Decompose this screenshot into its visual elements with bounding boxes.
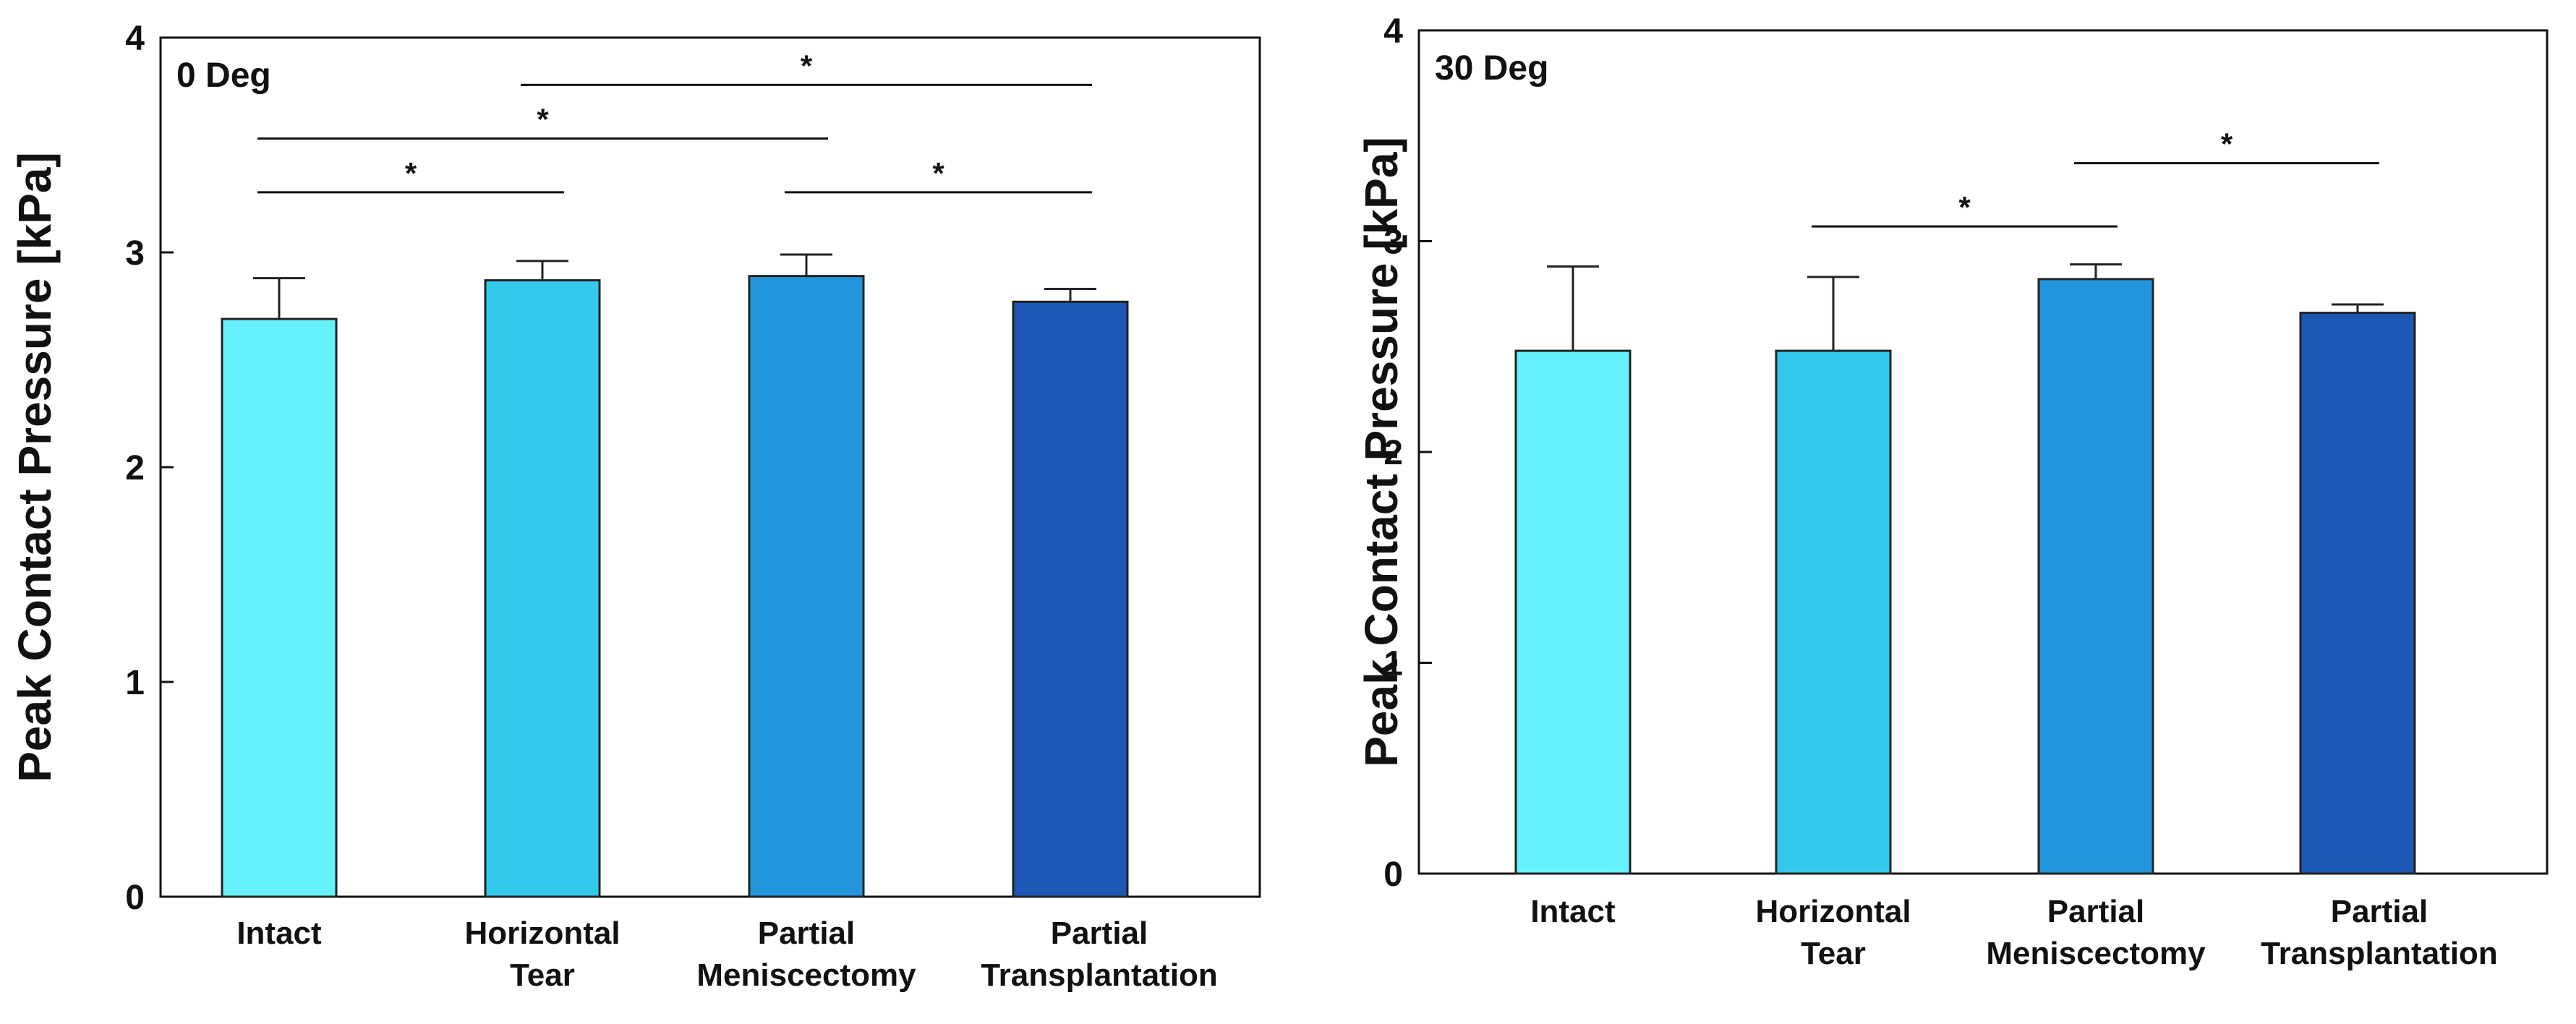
chart-panel-1: 0 1 2 3 4 Peak Contact Pressure [kPa] 0 Deg Int… xyxy=(9,20,1261,993)
significance-star: * xyxy=(2221,127,2233,161)
x-category-label: Meniscectomy xyxy=(1986,936,2206,971)
x-category-label: Tear xyxy=(510,957,575,993)
bar-1 xyxy=(221,317,338,898)
x-category-label: Partial xyxy=(2047,894,2145,929)
significance-star: * xyxy=(1958,190,1971,224)
y-tick-label: 3 xyxy=(1383,223,1403,262)
bar-2 xyxy=(1775,349,1892,875)
bar-3 xyxy=(2037,278,2154,875)
x-category-label: Horizontal xyxy=(464,916,620,951)
y-tick-label: 4 xyxy=(1383,12,1403,51)
y-tick-label: 4 xyxy=(125,20,145,58)
x-category-label: Intact xyxy=(1530,894,1616,929)
bar-4 xyxy=(1012,300,1129,898)
x-category-label: Transplantation xyxy=(981,957,1218,993)
x-category-label: Horizontal xyxy=(1755,894,1911,929)
bar-3 xyxy=(748,275,865,898)
y-tick-label: 1 xyxy=(125,664,145,702)
y-tick-label: 0 xyxy=(125,879,145,917)
panel-label: 30 Deg xyxy=(1435,49,1548,88)
y-tick-label: 2 xyxy=(1383,434,1403,472)
x-category-label: Partial xyxy=(1051,916,1148,951)
x-category-label: Transplantation xyxy=(2261,936,2498,971)
bar-1 xyxy=(1514,349,1632,875)
y-tick-label: 2 xyxy=(125,449,145,487)
y-axis-label: Peak Contact Pressure [kPa] xyxy=(9,152,61,782)
y-tick-label: 1 xyxy=(1383,645,1403,683)
x-category-label: Partial xyxy=(758,916,856,951)
x-category-label: Partial xyxy=(2331,894,2428,929)
y-tick-label: 3 xyxy=(125,234,145,273)
x-category-label: Intact xyxy=(236,916,322,951)
significance-star: * xyxy=(405,156,417,190)
x-category-label: Meniscectomy xyxy=(696,957,916,993)
significance-star: * xyxy=(932,156,944,190)
y-tick-label: 0 xyxy=(1383,856,1403,894)
chart-panel-2: 0 1 2 3 4 Peak Contact Pressure [kPa] 30 Deg In… xyxy=(1355,12,2549,971)
x-category-label: Tear xyxy=(1801,936,1866,971)
bar-4 xyxy=(2299,312,2416,875)
significance-star: * xyxy=(537,103,549,137)
bar-2 xyxy=(484,279,601,898)
panel-label: 0 Deg xyxy=(176,56,271,95)
y-axis-label: Peak Contact Pressure [kPa] xyxy=(1355,137,1407,767)
significance-star: * xyxy=(801,48,813,82)
